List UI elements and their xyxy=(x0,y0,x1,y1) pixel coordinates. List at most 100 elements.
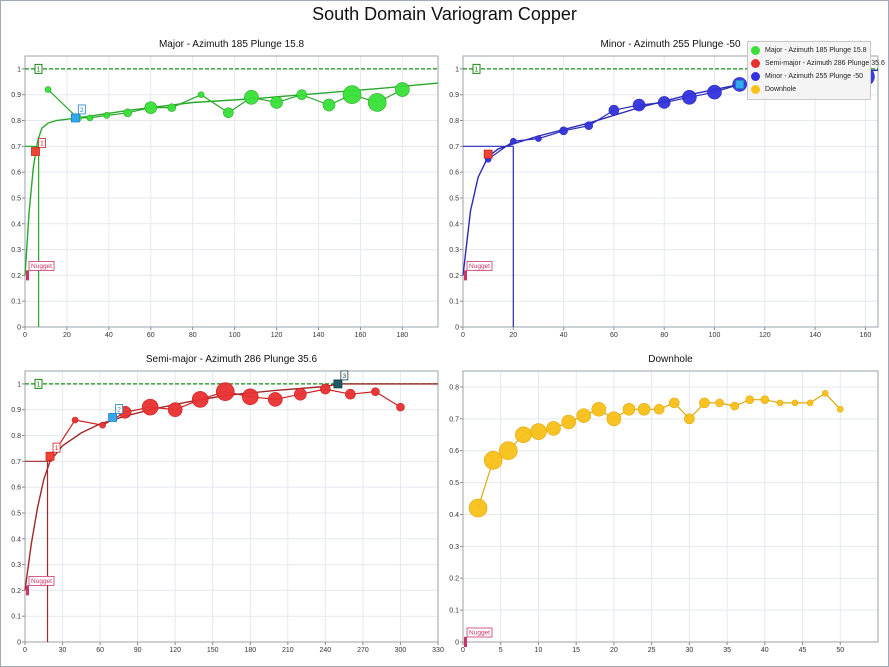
nugget-marker xyxy=(464,270,467,281)
y-tick-label: 0.4 xyxy=(11,536,21,543)
y-tick-label: 0.2 xyxy=(449,273,459,280)
x-tick-label: 80 xyxy=(189,332,197,339)
y-tick-label: 0.8 xyxy=(11,433,21,440)
data-point xyxy=(791,399,799,407)
legend-item-major[interactable]: Major - Azimuth 185 Plunge 15.8 xyxy=(751,44,870,57)
y-tick-label: 1 xyxy=(455,66,459,73)
legend-label: Major - Azimuth 185 Plunge 15.8 xyxy=(765,47,867,54)
y-tick-label: 0.2 xyxy=(449,576,459,583)
data-point xyxy=(268,392,283,407)
nugget-label-box xyxy=(28,260,55,271)
structure-marker xyxy=(31,147,40,156)
x-tick-label: 210 xyxy=(282,647,294,654)
x-tick-label: 120 xyxy=(169,647,181,654)
y-tick-label: 0 xyxy=(17,325,21,332)
x-tick-label: 40 xyxy=(560,332,568,339)
legend-item-semi-major[interactable]: Semi-major - Azimuth 286 Plunge 35.6 xyxy=(751,57,885,70)
data-point xyxy=(322,98,336,112)
nugget-label: Nugget xyxy=(31,263,52,270)
plot-area xyxy=(25,371,438,642)
data-point xyxy=(559,126,568,136)
legend-item-minor[interactable]: Minor - Azimuth 255 Plunge -50 xyxy=(751,70,870,83)
x-tick-label: 180 xyxy=(397,332,409,339)
y-tick-label: 0.3 xyxy=(11,247,21,254)
x-tick-label: 160 xyxy=(860,332,872,339)
x-tick-label: 120 xyxy=(271,332,283,339)
data-point xyxy=(668,397,680,409)
y-tick-label: 0.6 xyxy=(11,170,21,177)
y-tick-label: 0.3 xyxy=(449,247,459,254)
x-tick-label: 20 xyxy=(610,647,618,654)
x-tick-label: 20 xyxy=(509,332,517,339)
data-point xyxy=(684,413,695,425)
x-tick-label: 180 xyxy=(244,647,256,654)
data-point xyxy=(699,397,710,409)
nugget-label-box xyxy=(28,575,55,586)
data-point xyxy=(584,121,594,130)
x-tick-label: 90 xyxy=(134,647,142,654)
x-tick-label: 50 xyxy=(836,647,844,654)
y-tick-label: 0.5 xyxy=(11,195,21,202)
nugget-marker xyxy=(26,585,29,596)
structure-marker xyxy=(483,149,493,159)
x-tick-label: 100 xyxy=(709,332,721,339)
nugget-marker xyxy=(464,637,467,647)
y-tick-label: 0.2 xyxy=(11,588,21,595)
y-tick-label: 0.6 xyxy=(11,485,21,492)
y-tick-label: 0.3 xyxy=(11,562,21,569)
plot-border xyxy=(24,370,439,643)
data-point xyxy=(561,414,576,430)
nugget-label: Nugget xyxy=(31,578,52,585)
data-point xyxy=(342,85,362,105)
experimental-line xyxy=(47,89,403,119)
structure-label-box xyxy=(77,104,86,115)
nugget-label: Nugget xyxy=(469,263,490,270)
x-tick-label: 270 xyxy=(357,647,369,654)
structure-label: 3 xyxy=(343,373,347,380)
y-tick-label: 0.5 xyxy=(449,480,459,487)
x-tick-label: 120 xyxy=(759,332,771,339)
legend-item-downhole[interactable]: Downhole xyxy=(751,83,870,96)
y-tick-label: 0.6 xyxy=(449,448,459,455)
x-tick-label: 45 xyxy=(799,647,807,654)
data-point xyxy=(622,402,636,416)
plot-border xyxy=(24,55,439,328)
data-point xyxy=(510,137,517,145)
data-point xyxy=(141,398,159,416)
data-point xyxy=(806,399,814,407)
y-tick-label: 0.4 xyxy=(449,221,459,228)
data-point xyxy=(776,399,784,407)
data-point xyxy=(535,135,542,142)
chart-title: Minor - Azimuth 255 Plunge -50 xyxy=(600,39,741,50)
y-tick-label: 0.6 xyxy=(449,170,459,177)
data-point xyxy=(223,107,234,119)
y-tick-label: 0.2 xyxy=(11,273,21,280)
data-point xyxy=(296,89,308,101)
legend-label: Minor - Azimuth 255 Plunge -50 xyxy=(765,73,864,80)
y-tick-label: 0.8 xyxy=(11,118,21,125)
y-tick-label: 0.7 xyxy=(11,144,21,151)
data-point xyxy=(546,421,561,436)
structure-label-box xyxy=(52,442,61,453)
chart-title: Semi-major - Azimuth 286 Plunge 35.6 xyxy=(146,354,318,365)
y-tick-label: 0 xyxy=(17,640,21,647)
nugget-label: Nugget xyxy=(469,630,490,637)
data-point xyxy=(320,383,331,395)
sill-label-box xyxy=(34,378,43,389)
data-point xyxy=(715,398,724,408)
data-point xyxy=(515,426,532,444)
y-tick-label: 0.9 xyxy=(11,92,21,99)
data-point xyxy=(608,104,620,116)
data-point xyxy=(395,82,410,97)
x-tick-label: 100 xyxy=(229,332,241,339)
y-tick-label: 0.1 xyxy=(11,614,21,621)
data-point xyxy=(468,498,488,518)
structure-label: 2 xyxy=(117,406,121,413)
sill-label-box xyxy=(472,63,481,74)
nugget-marker xyxy=(26,270,29,281)
page-title: South Domain Variogram Copper xyxy=(312,4,577,24)
data-point xyxy=(682,89,697,105)
x-tick-label: 150 xyxy=(207,647,219,654)
x-tick-label: 0 xyxy=(23,647,27,654)
x-tick-label: 25 xyxy=(648,647,656,654)
